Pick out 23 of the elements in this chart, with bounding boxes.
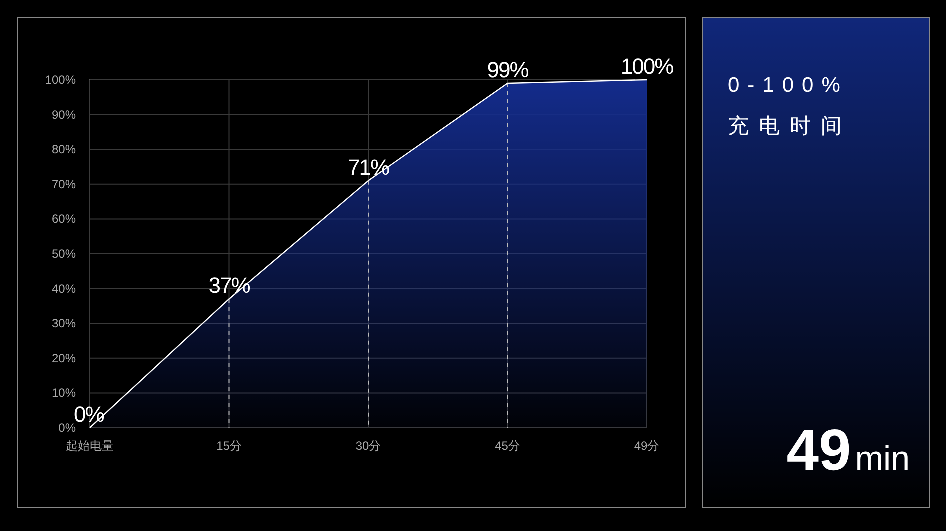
x-tick-label: 15分 [216,439,242,453]
text: 0% [74,402,104,427]
x-tick-label: 45分 [495,439,520,453]
y-tick-label: 80% [52,142,76,157]
y-tick-label: 10% [52,386,76,400]
text: 100% [620,54,674,79]
text: 充电时间 [728,115,852,138]
text: 71% [348,154,390,180]
y-tick-label: 30% [52,316,76,331]
y-tick-label: 40% [52,282,76,296]
x-tick-label: 30分 [356,439,382,453]
y-tick-label: 60% [52,212,76,226]
y-tick-label: 90% [52,108,76,122]
y-tick-label: 0% [58,421,76,435]
y-tick-label: 100% [45,73,76,87]
text: 49min [786,418,910,483]
text: 99% [487,57,528,82]
x-tick-label: 49分 [634,439,660,453]
y-tick-label: 70% [52,177,76,192]
text: 0-100% [728,74,848,97]
y-tick-label: 20% [52,351,76,366]
y-tick-label: 50% [52,247,76,261]
x-tick-label: 起始电量 [66,439,114,453]
